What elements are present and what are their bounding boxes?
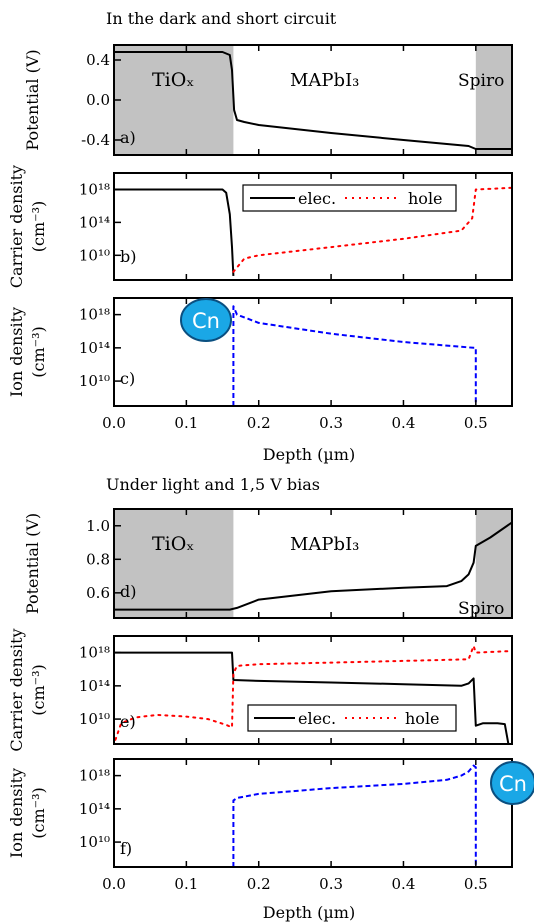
xtick-label-c: 0.1 xyxy=(174,414,198,432)
ytick-label-f: 10¹⁰ xyxy=(79,833,110,851)
xtick-label-c: 0.4 xyxy=(392,414,416,432)
legend-e: elec. hole xyxy=(247,704,457,732)
y-axis-unit-e: (cm⁻³) xyxy=(29,664,48,715)
series-f-ion-line xyxy=(232,764,477,867)
xtick-label-f: 0.2 xyxy=(247,875,271,893)
series-e-elec-line xyxy=(114,651,510,745)
ytick-label-b: 10¹⁴ xyxy=(79,213,110,231)
cn-badge-1: Cn xyxy=(180,298,232,342)
label-mapbi3-a: MAPbI₃ xyxy=(290,70,359,91)
axes-layer: 0.4 0.0 -0.4 Potential (V) 10¹⁸ 10¹⁴ 10¹⁰ Carri… xyxy=(7,44,513,893)
legend-b: elec. hole xyxy=(242,184,457,212)
region-d-left xyxy=(114,509,234,618)
panel-letter-b: b) xyxy=(120,247,136,266)
panel-letter-d: d) xyxy=(120,582,136,601)
xtick-label-f: 0.1 xyxy=(174,875,198,893)
label-tiox-d: TiOₓ xyxy=(152,533,194,555)
x-axis-label-top: Depth (µm) xyxy=(263,445,355,464)
y-axis-label-c: Ion density xyxy=(7,307,26,397)
panel-letter-f: f) xyxy=(120,839,132,858)
xtick-label-c: 0.3 xyxy=(319,414,343,432)
ytick-label-d: 1.0 xyxy=(86,517,110,535)
ytick-label-d: 0.8 xyxy=(86,550,110,568)
axes-frame-f xyxy=(113,758,513,868)
region-a-left xyxy=(114,45,234,155)
axes-frame-c xyxy=(113,297,513,407)
series-c-ion-line xyxy=(232,305,477,406)
y-axis-unit-b: (cm⁻³) xyxy=(29,201,48,252)
axes-frame-d xyxy=(113,508,513,619)
series-b-elec-line xyxy=(114,188,235,276)
xtick-label-f: 0.5 xyxy=(464,875,488,893)
y-axis-label-e: Carrier density xyxy=(7,628,26,751)
ytick-label-a: -0.4 xyxy=(81,131,110,149)
axes-frame-e xyxy=(113,635,513,745)
ytick-label-c: 10¹⁰ xyxy=(79,372,110,390)
ytick-label-e: 10¹⁴ xyxy=(79,677,110,695)
ytick-label-f: 10¹⁴ xyxy=(79,800,110,818)
axes-frame-b xyxy=(113,172,513,281)
legend-elec-label: elec. xyxy=(298,189,336,208)
label-mapbi3-d: MAPbI₃ xyxy=(290,534,359,555)
ytick-label-e: 10¹⁰ xyxy=(79,710,110,728)
badge-text: Cn xyxy=(499,772,527,796)
y-axis-label-a: Potential (V) xyxy=(23,49,42,150)
region-a-right xyxy=(475,45,512,155)
y-axis-unit-c: (cm⁻³) xyxy=(29,326,48,377)
ytick-label-a: 0.4 xyxy=(86,51,110,69)
xtick-label-c: 0.0 xyxy=(102,414,126,432)
legend-hole-label: hole xyxy=(408,189,443,208)
ytick-label-e: 10¹⁸ xyxy=(79,644,110,662)
xtick-label-f: 0.0 xyxy=(102,875,126,893)
label-spiro-d: Spiro xyxy=(458,599,504,619)
ytick-label-a: 0.0 xyxy=(86,91,110,109)
legend-hole-label: hole xyxy=(405,709,440,728)
legend-elec-label: elec. xyxy=(298,709,336,728)
ytick-label-b: 10¹⁸ xyxy=(79,180,110,198)
panel-letter-a: a) xyxy=(120,128,136,147)
ytick-label-b: 10¹⁰ xyxy=(79,246,110,264)
cn-badge-2: Cn xyxy=(490,761,534,805)
series-a-potential-line xyxy=(114,51,512,150)
xtick-label-f: 0.4 xyxy=(392,875,416,893)
xtick-label-c: 0.5 xyxy=(464,414,488,432)
panel-letter-c: c) xyxy=(120,369,135,388)
series-b-hole-line xyxy=(232,186,513,273)
ytick-label-c: 10¹⁸ xyxy=(79,306,110,324)
y-axis-unit-f: (cm⁻³) xyxy=(29,787,48,838)
section1-title: In the dark and short circuit xyxy=(106,9,337,28)
xtick-label-f: 0.3 xyxy=(319,875,343,893)
y-axis-label-f: Ion density xyxy=(7,768,26,858)
xtick-label-c: 0.2 xyxy=(247,414,271,432)
label-tiox-a: TiOₓ xyxy=(152,69,194,91)
section2-title: Under light and 1,5 V bias xyxy=(106,475,320,494)
series-layer xyxy=(114,51,513,867)
y-axis-label-b: Carrier density xyxy=(7,165,26,288)
badge-circle xyxy=(490,761,534,805)
ytick-label-c: 10¹⁴ xyxy=(79,339,110,357)
ytick-label-f: 10¹⁸ xyxy=(79,767,110,785)
label-spiro-a: Spiro xyxy=(458,71,504,91)
panel-letter-e: e) xyxy=(120,712,136,731)
ytick-label-d: 0.6 xyxy=(86,584,110,602)
badge-text: Cn xyxy=(192,309,220,333)
badge-circle xyxy=(180,298,232,342)
y-axis-label-d: Potential (V) xyxy=(23,513,42,614)
x-axis-label-bottom: Depth (µm) xyxy=(263,903,355,922)
series-d-potential-line xyxy=(114,521,513,611)
